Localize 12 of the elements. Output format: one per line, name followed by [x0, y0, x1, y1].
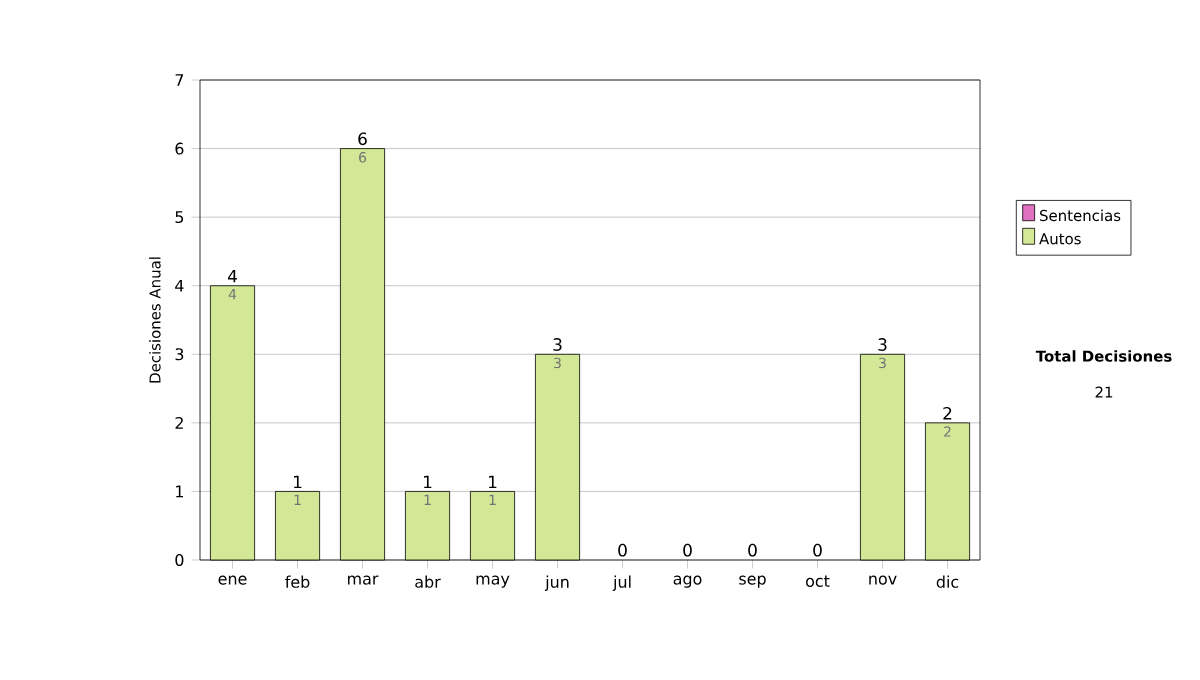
total-label: 1: [294, 475, 302, 489]
total-label: 2: [943, 406, 952, 420]
total-label: 0: [683, 543, 692, 557]
total-label: 3: [878, 338, 887, 351]
total-label: 0: [618, 543, 627, 557]
total-label: 4: [227, 269, 237, 283]
total-label: 1: [489, 475, 497, 489]
total-label: 3: [553, 338, 562, 351]
total-label: 0: [748, 543, 757, 557]
total-label: 6: [358, 132, 367, 146]
total-label: 1: [424, 475, 432, 489]
total-label: 0: [813, 543, 822, 557]
